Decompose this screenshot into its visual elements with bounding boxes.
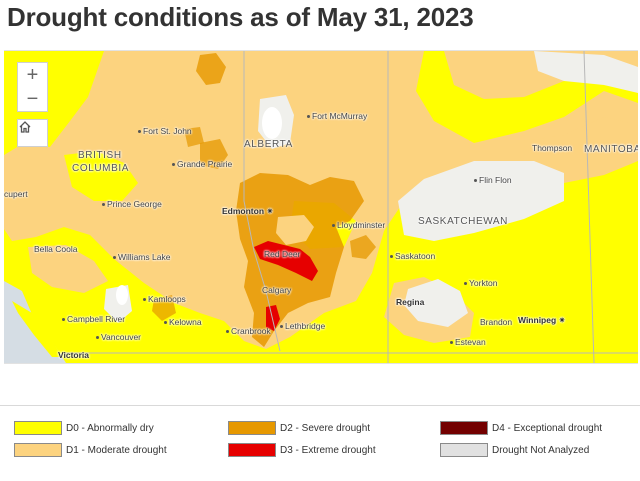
legend-swatch bbox=[14, 421, 62, 435]
place-label: Yorkton bbox=[464, 278, 498, 288]
lake bbox=[262, 107, 282, 139]
province-label-manitoba: MANITOBA bbox=[584, 144, 638, 155]
d2-zone-grande-prairie bbox=[200, 139, 228, 169]
place-label: cupert bbox=[4, 189, 28, 199]
province-label-bc: COLUMBIA bbox=[72, 163, 130, 174]
no-drought-south bbox=[404, 279, 468, 327]
d2-zone-lloyd-east bbox=[350, 235, 376, 259]
place-label: Lethbridge bbox=[280, 321, 325, 331]
place-label: Lloydminster bbox=[332, 220, 385, 230]
d3-zone-red-deer bbox=[254, 241, 318, 281]
d1-zone-east bbox=[524, 117, 638, 183]
place-label: Flin Flon bbox=[474, 175, 512, 185]
province-border bbox=[583, 51, 595, 363]
legend-item-not-analyzed: Drought Not Analyzed bbox=[440, 443, 589, 457]
province-label-alberta: ALBERTA bbox=[244, 139, 293, 150]
d1-cutout-edmonton bbox=[276, 215, 314, 245]
place-label: Kelowna bbox=[164, 317, 202, 327]
place-label: Calgary bbox=[262, 285, 292, 295]
legend-item-d4: D4 - Exceptional drought bbox=[440, 421, 602, 435]
coast-island bbox=[12, 301, 62, 357]
province-label-saskatchewan: SASKATCHEWAN bbox=[418, 216, 508, 227]
no-drought-ne bbox=[534, 51, 638, 93]
home-button[interactable] bbox=[17, 119, 48, 147]
place-label: Cranbrook bbox=[226, 326, 271, 336]
legend-swatch bbox=[228, 421, 276, 435]
place-label: Vancouver bbox=[96, 332, 141, 342]
place-label: Saskatoon bbox=[390, 251, 435, 261]
d2-zone-north bbox=[196, 53, 226, 85]
lake bbox=[116, 285, 128, 305]
map-legend: D0 - Abnormally dry D1 - Moderate drough… bbox=[0, 405, 640, 481]
place-label: Williams Lake bbox=[113, 252, 170, 262]
d0-pocket-bc bbox=[64, 151, 138, 201]
plus-icon: + bbox=[26, 64, 39, 86]
place-label: Brandon bbox=[480, 317, 513, 327]
drought-map[interactable]: + − BRITISH COLUMBIA ALBERTA SASKATCHEWA… bbox=[4, 50, 638, 364]
place-label: Victoria bbox=[58, 350, 90, 360]
legend-swatch bbox=[228, 443, 276, 457]
place-label: Fort McMurray bbox=[307, 111, 367, 121]
legend-item-d1: D1 - Moderate drought bbox=[14, 443, 167, 457]
d1-zone-west-patch bbox=[28, 245, 108, 293]
place-label: Bella Coola bbox=[34, 244, 78, 254]
place-label: Campbell River bbox=[62, 314, 125, 324]
place-label: Prince George bbox=[102, 199, 162, 209]
place-label: Fort St. John bbox=[138, 126, 192, 136]
province-border bbox=[243, 51, 281, 352]
minus-icon: − bbox=[26, 88, 39, 110]
d2-zone-ft-st-john bbox=[184, 127, 204, 147]
place-label: Kamloops bbox=[143, 294, 186, 304]
d2-zone-sw bbox=[152, 295, 176, 321]
zoom-in-button[interactable]: + bbox=[17, 62, 48, 88]
zoom-out-button[interactable]: − bbox=[17, 87, 48, 112]
place-label: Estevan bbox=[450, 337, 486, 347]
legend-swatch bbox=[14, 443, 62, 457]
place-label: Winnipeg ✷ bbox=[518, 315, 566, 325]
home-icon bbox=[19, 121, 31, 133]
legend-item-d2: D2 - Severe drought bbox=[228, 421, 370, 435]
legend-swatch bbox=[440, 421, 488, 435]
place-label: Red Deer bbox=[264, 249, 301, 259]
page-title: Drought conditions as of May 31, 2023 bbox=[7, 2, 474, 32]
place-label: Regina bbox=[396, 297, 425, 307]
province-label-bc: BRITISH bbox=[78, 150, 122, 161]
d3-zone-south bbox=[266, 305, 280, 331]
drought-map-canvas bbox=[4, 51, 638, 363]
no-drought-saskatchewan bbox=[398, 161, 564, 241]
place-label: Thompson bbox=[532, 143, 573, 153]
legend-swatch bbox=[440, 443, 488, 457]
place-label: Grande Prairie bbox=[172, 159, 232, 169]
legend-item-d3: D3 - Extreme drought bbox=[228, 443, 376, 457]
legend-item-d0: D0 - Abnormally dry bbox=[14, 421, 154, 435]
place-label: Edmonton ✷ bbox=[222, 206, 274, 216]
